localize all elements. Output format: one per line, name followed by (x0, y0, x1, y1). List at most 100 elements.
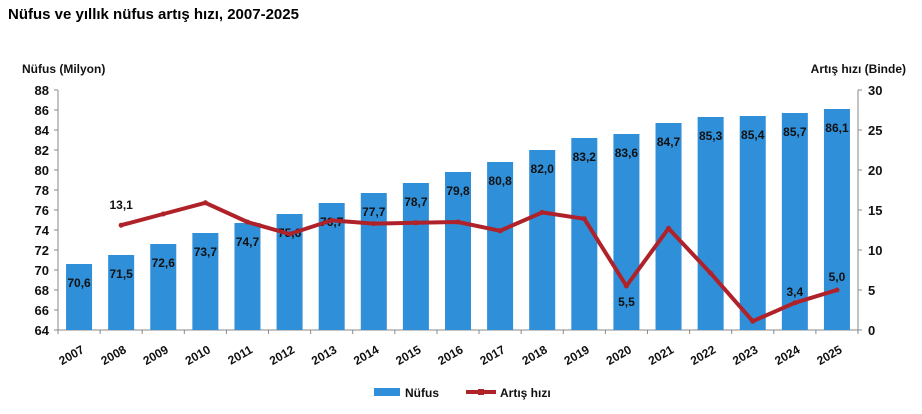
legend-label-nufus: Nüfus (405, 386, 439, 400)
y-tick-label: 68 (35, 283, 49, 298)
bar-label: 85,4 (741, 128, 765, 142)
bar-label: 73,7 (194, 245, 218, 259)
y-tick-label: 76 (35, 203, 49, 218)
y2-tick-label: 10 (868, 243, 882, 258)
bar-2010 (192, 233, 219, 330)
growth-rate-point-2016 (455, 219, 461, 225)
bar-2008 (108, 255, 135, 330)
x-tick-label: 2019 (562, 342, 592, 368)
growth-rate-point-2022 (708, 270, 714, 276)
growth-rate-point-2009 (160, 211, 166, 217)
growth-rate-point-2013 (329, 217, 335, 223)
x-tick-label: 2012 (267, 342, 297, 368)
growth-rate-point-2008 (118, 222, 124, 228)
x-tick-label: 2018 (520, 342, 550, 368)
y2-tick-label: 25 (868, 123, 882, 138)
bar-2009 (150, 244, 177, 330)
growth-rate-point-2011 (244, 219, 250, 225)
growth-rate-point-2025 (834, 287, 840, 293)
bar-label: 70,6 (67, 276, 91, 290)
bar-label: 78,7 (404, 195, 428, 209)
x-tick-label: 2021 (646, 342, 676, 368)
line-label: 3,4 (786, 285, 803, 299)
x-tick-label: 2017 (477, 342, 507, 368)
growth-rate-point-2010 (202, 200, 208, 206)
growth-rate-point-2017 (497, 228, 503, 234)
legend-bar-swatch (374, 388, 400, 396)
x-tick-label: 2020 (604, 342, 634, 368)
bar-label: 86,1 (825, 121, 849, 135)
bar-2011 (234, 223, 261, 330)
x-tick-label: 2024 (772, 342, 802, 368)
y2-tick-label: 20 (868, 163, 882, 178)
bar-label: 85,3 (699, 129, 723, 143)
x-tick-label: 2013 (309, 342, 339, 368)
y-tick-label: 84 (35, 123, 50, 138)
legend-line-marker (478, 389, 484, 395)
bar-label: 83,6 (615, 146, 639, 160)
bar-label: 83,2 (573, 150, 597, 164)
bar-2014 (360, 193, 387, 330)
bar-label: 79,8 (446, 184, 470, 198)
x-tick-label: 2025 (814, 342, 844, 368)
legend-label-artis: Artış hızı (500, 386, 551, 400)
bar-label: 80,8 (488, 174, 512, 188)
bar-2025 (823, 109, 850, 330)
y-tick-label: 70 (35, 263, 49, 278)
x-tick-label: 2014 (351, 342, 381, 368)
growth-rate-point-2021 (666, 225, 672, 231)
y2-tick-label: 15 (868, 203, 882, 218)
x-tick-label: 2009 (141, 342, 171, 368)
bar-label: 77,7 (362, 205, 386, 219)
x-tick-label: 2022 (688, 342, 718, 368)
line-label: 5,0 (829, 270, 846, 284)
x-tick-label: 2023 (730, 342, 760, 368)
y-axis-title: Nüfus (Milyon) (22, 62, 105, 76)
x-tick-label: 2015 (393, 342, 423, 368)
bar-label: 82,0 (531, 162, 555, 176)
bar-label: 74,7 (236, 235, 260, 249)
x-tick-label: 2011 (225, 342, 255, 367)
growth-rate-point-2020 (623, 283, 629, 289)
growth-rate-point-2024 (792, 300, 798, 306)
y-tick-label: 64 (35, 323, 50, 338)
bar-2015 (402, 183, 429, 330)
x-tick-label: 2008 (99, 342, 129, 368)
growth-rate-point-2023 (750, 318, 756, 324)
y-tick-label: 74 (35, 223, 50, 238)
bar-2024 (781, 113, 808, 330)
growth-rate-point-2019 (581, 216, 587, 222)
chart-title: Nüfus ve yıllık nüfus artış hızı, 2007-2… (8, 6, 299, 23)
y2-tick-label: 30 (868, 83, 882, 98)
y-tick-label: 78 (35, 183, 49, 198)
y2-tick-label: 0 (868, 323, 875, 338)
growth-rate-point-2014 (371, 221, 377, 227)
bar-2022 (697, 117, 724, 330)
growth-rate-point-2015 (413, 220, 419, 226)
line-label: 5,5 (618, 295, 635, 309)
x-tick-label: 2007 (56, 342, 86, 368)
bar-2007 (66, 264, 93, 330)
bar-2018 (529, 150, 556, 330)
bar-label: 85,7 (783, 125, 807, 139)
y-tick-label: 72 (35, 243, 49, 258)
y-tick-label: 82 (35, 143, 49, 158)
y-tick-label: 80 (35, 163, 49, 178)
bar-2016 (445, 172, 471, 330)
bar-2020 (613, 134, 640, 330)
bar-label: 72,6 (152, 256, 176, 270)
bar-2023 (739, 116, 766, 330)
y2-tick-label: 5 (868, 283, 875, 298)
bar-label: 71,5 (109, 267, 133, 281)
growth-rate-point-2018 (539, 209, 545, 215)
y-tick-label: 88 (35, 83, 49, 98)
x-tick-label: 2010 (183, 342, 213, 368)
growth-rate-point-2012 (287, 231, 293, 237)
line-label: 13,1 (109, 198, 133, 212)
y2-axis-title: Artış hızı (Binde) (811, 62, 906, 76)
growth-rate-line (120, 200, 838, 324)
x-tick-label: 2016 (435, 342, 465, 368)
bar-2017 (487, 162, 514, 330)
y-tick-label: 66 (35, 303, 49, 318)
y-tick-label: 86 (35, 103, 49, 118)
